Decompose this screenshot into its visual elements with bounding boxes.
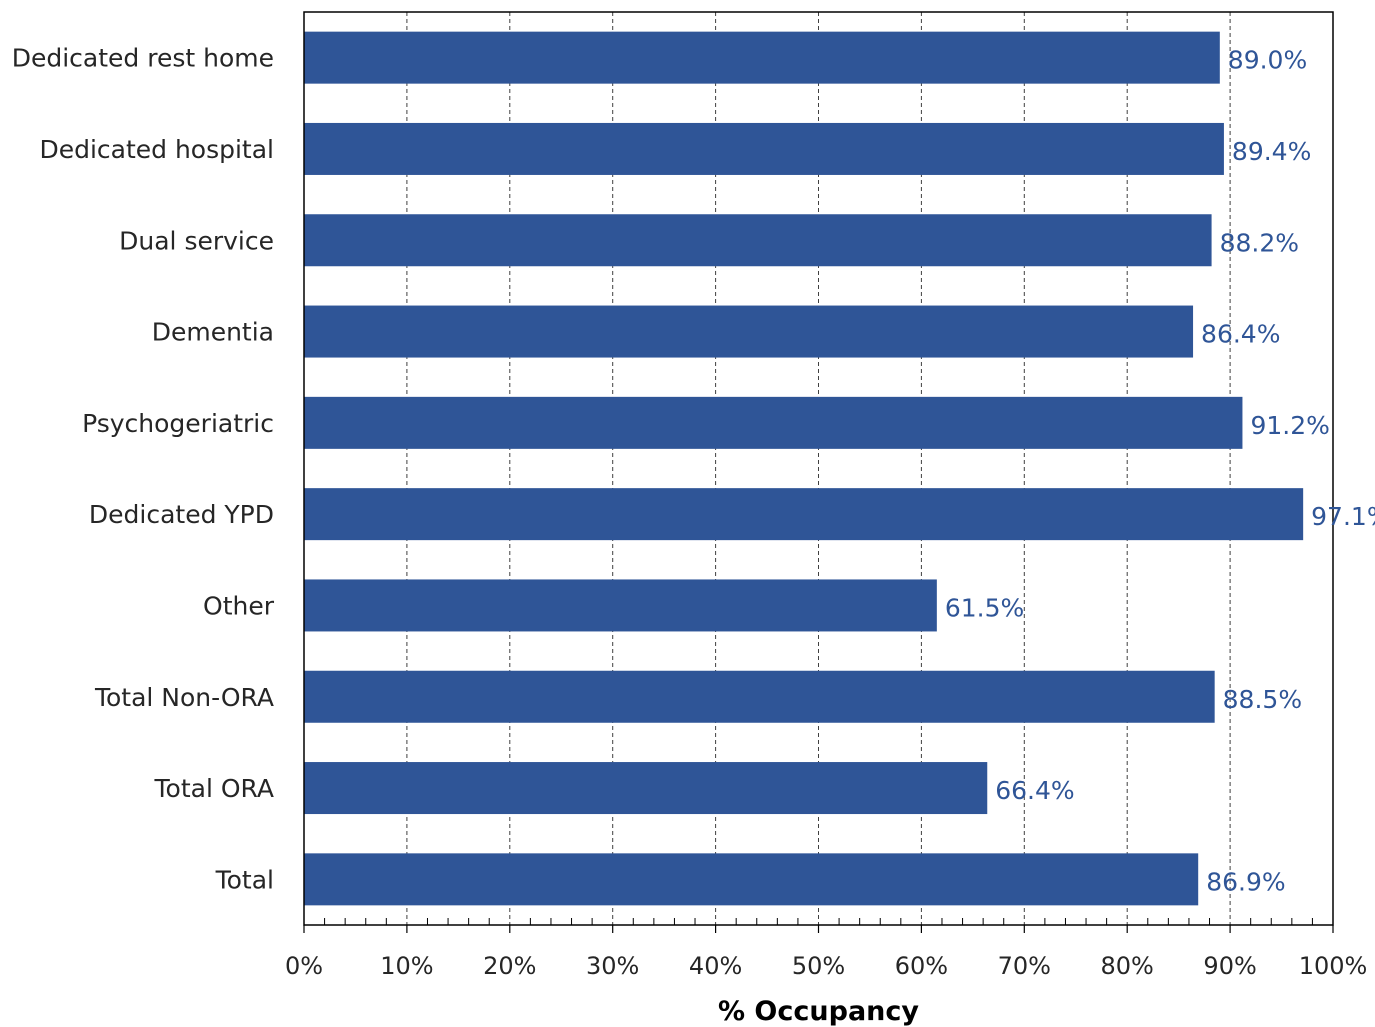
x-axis-title: % Occupancy bbox=[718, 996, 919, 1027]
x-tick-label: 50% bbox=[792, 952, 845, 980]
x-tick-label: 10% bbox=[380, 952, 433, 980]
bar bbox=[304, 488, 1304, 541]
data-label: 86.4% bbox=[1201, 320, 1280, 349]
category-label: Psychogeriatric bbox=[82, 409, 274, 438]
x-tick-label: 100% bbox=[1299, 952, 1368, 980]
category-label: Dedicated hospital bbox=[39, 135, 274, 164]
x-tick-label: 30% bbox=[586, 952, 639, 980]
category-label: Total ORA bbox=[154, 774, 274, 803]
bar bbox=[304, 122, 1224, 175]
category-label: Dementia bbox=[152, 318, 274, 347]
category-label: Dedicated YPD bbox=[89, 500, 274, 529]
category-label: Dedicated rest home bbox=[12, 44, 274, 73]
data-label: 66.4% bbox=[995, 776, 1074, 805]
data-label: 89.4% bbox=[1232, 137, 1311, 166]
x-tick-label: 20% bbox=[483, 952, 536, 980]
bar bbox=[304, 853, 1199, 906]
bar bbox=[304, 214, 1212, 267]
bar bbox=[304, 305, 1194, 358]
bar bbox=[304, 670, 1215, 723]
data-label: 88.5% bbox=[1223, 685, 1302, 714]
data-label: 88.2% bbox=[1220, 228, 1299, 257]
category-label: Dual service bbox=[119, 226, 274, 255]
category-label: Total Non-ORA bbox=[94, 683, 274, 712]
data-label: 91.2% bbox=[1250, 411, 1329, 440]
bar bbox=[304, 762, 988, 815]
x-tick-label: 70% bbox=[998, 952, 1051, 980]
x-tick-label: 60% bbox=[895, 952, 948, 980]
bars bbox=[304, 31, 1304, 906]
data-label: 89.0% bbox=[1228, 46, 1307, 75]
x-tick-label: 80% bbox=[1101, 952, 1154, 980]
axes bbox=[303, 11, 1334, 933]
bar bbox=[304, 396, 1243, 449]
category-label: Other bbox=[203, 591, 275, 620]
gridlines bbox=[406, 12, 1231, 925]
x-tick-label: 90% bbox=[1203, 952, 1256, 980]
x-tick-label: 0% bbox=[285, 952, 323, 980]
data-label: 97.1% bbox=[1311, 502, 1375, 531]
x-tick-label: 40% bbox=[689, 952, 742, 980]
bar bbox=[304, 31, 1220, 84]
data-label: 86.9% bbox=[1206, 867, 1285, 896]
labels: 0% 10% 20% 30% 40% 50% 60% 70% 80% 90% 100% Dedicat… bbox=[12, 44, 1375, 980]
bar bbox=[304, 579, 937, 632]
category-label: Total bbox=[215, 865, 274, 894]
data-label: 61.5% bbox=[945, 593, 1024, 622]
